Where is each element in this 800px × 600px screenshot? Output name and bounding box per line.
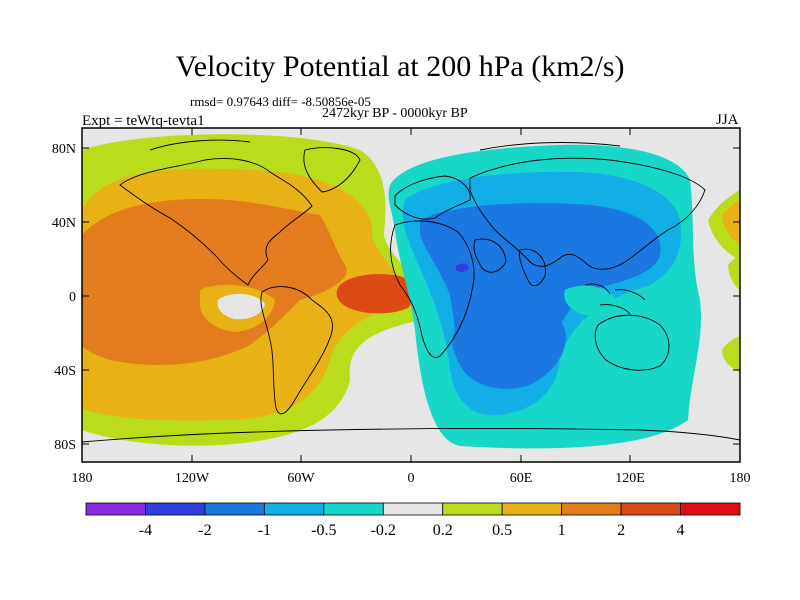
coast-south-america	[260, 286, 333, 415]
colorbar-swatch	[85, 502, 146, 516]
region-africa-minimum	[456, 263, 469, 273]
colorbar-label: -0.5	[311, 522, 336, 539]
y-tick-label: 80S	[54, 438, 76, 453]
colorbar-swatch	[680, 502, 741, 516]
colorbar-swatch	[204, 502, 265, 516]
colorbar-swatch	[263, 502, 325, 516]
x-tick-label: 120W	[175, 471, 210, 486]
coast-africa	[390, 220, 475, 358]
x-tick-label: 60E	[510, 471, 533, 486]
y-tick-label: 40S	[54, 364, 76, 379]
colorbar-swatch	[442, 502, 503, 516]
coast-arctic	[149, 139, 621, 151]
colorbar-swatch	[145, 502, 206, 516]
season-label: JJA	[716, 112, 739, 128]
region-east-edge-mid	[728, 256, 740, 290]
x-tick-label: 0	[408, 471, 415, 486]
colorbar-swatch	[382, 502, 444, 516]
y-tick-label: 80N	[52, 142, 76, 157]
map-title: Velocity Potential at 200 hPa (km2/s)	[175, 50, 625, 83]
coastlines	[82, 139, 740, 443]
colorbar-swatch	[501, 502, 563, 516]
x-axis	[81, 128, 741, 462]
coast-europe	[394, 175, 471, 220]
colorbar	[85, 502, 741, 516]
region-maritime-continent-cyan	[564, 285, 615, 316]
region-indian-ocean-blue	[452, 314, 566, 389]
colorbar-label: -2	[198, 522, 211, 539]
colorbar-label: 0.2	[433, 522, 453, 539]
coast-arabia-india	[473, 238, 546, 287]
y-axis	[82, 147, 740, 445]
colorbar-label: -0.2	[371, 522, 396, 539]
stats-text: rmsd= 0.97643 diff= -8.50856e-05	[190, 94, 371, 109]
x-tick-label: 120E	[615, 471, 645, 486]
colorbar-swatch	[561, 502, 622, 516]
colorbar-label: 4	[677, 522, 685, 539]
x-tick-label: 180	[72, 471, 93, 486]
colorbar-label: 0.5	[492, 522, 512, 539]
region-east-edge-orange	[722, 200, 740, 245]
colorbar-label: 2	[617, 522, 625, 539]
coast-north-america	[119, 158, 313, 286]
colorbar-labels: -4 -2 -1 -0.5 -0.2 0.2 0.5 1 2 4	[139, 522, 685, 539]
region-equatorial-gray	[217, 293, 265, 320]
y-tick-label: 0	[69, 290, 76, 305]
colorbar-swatch	[323, 502, 384, 516]
region-tropical-atlantic-max	[336, 274, 415, 314]
coast-antarctica	[82, 428, 740, 443]
experiment-label: Expt = teWtq-tevta1	[82, 113, 205, 129]
colorbar-label: -1	[258, 522, 271, 539]
colorbar-label: 1	[558, 522, 566, 539]
colorbar-swatch	[620, 502, 681, 516]
coast-australia	[594, 314, 670, 371]
x-tick-label: 60W	[287, 471, 315, 486]
colorbar-label: -4	[139, 522, 152, 539]
period-text: 2472kyr BP - 0000kyr BP	[322, 106, 468, 121]
coast-greenland	[303, 147, 361, 193]
contour-fields	[82, 134, 740, 449]
region-east-edge-south	[722, 336, 740, 372]
coast-asia	[469, 157, 706, 270]
coast-maritime-continent	[584, 283, 646, 315]
x-tick-label: 180	[730, 471, 751, 486]
y-tick-label: 40N	[52, 216, 76, 231]
